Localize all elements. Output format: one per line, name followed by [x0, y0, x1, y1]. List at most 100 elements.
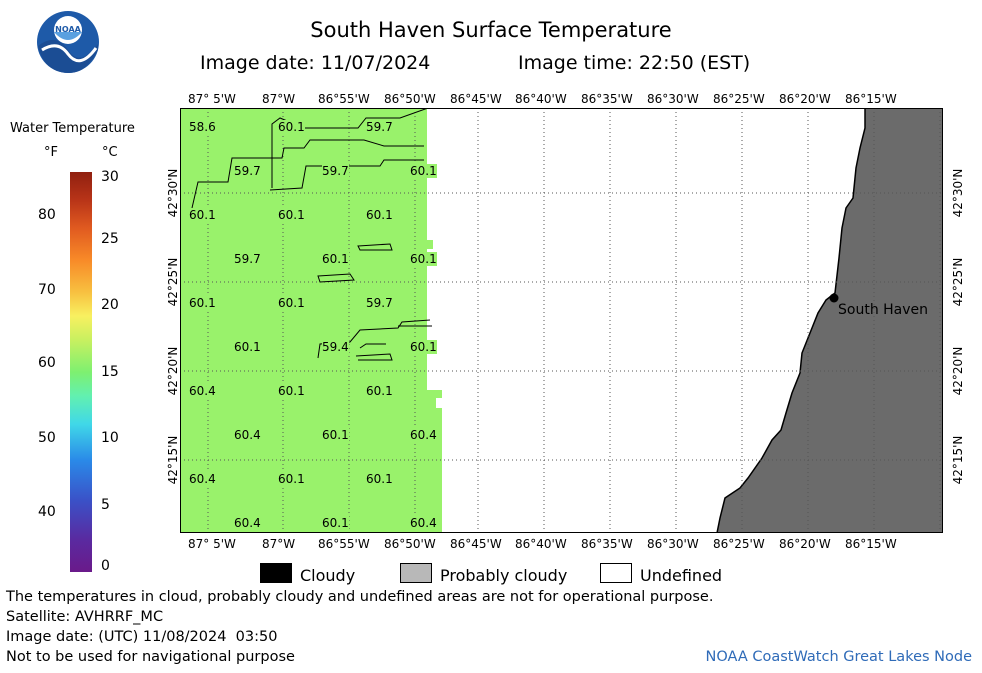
lat-label-left: 42°25'N: [166, 257, 180, 307]
temperature-label: 60.4: [410, 516, 437, 530]
lon-label-bottom: 86°30'W: [647, 537, 699, 551]
image-time: Image time: 22:50 (EST): [518, 52, 751, 74]
temperature-label: 60.1: [278, 296, 305, 310]
lat-label-left: 42°15'N: [166, 435, 180, 485]
lon-label-bottom: 87° 5'W: [188, 537, 236, 551]
f-tick: 70: [38, 282, 56, 298]
colorbar-title: Water Temperature: [10, 121, 135, 136]
map-frame: [180, 108, 943, 533]
temperature-label: 60.1: [410, 340, 437, 354]
noaa-logo-icon: NOAA: [37, 11, 99, 74]
lon-label-top: 86°30'W: [647, 92, 699, 106]
temperature-label: 60.1: [366, 384, 393, 398]
image-date: Image date: 11/07/2024: [200, 52, 431, 74]
lon-label-top: 86°45'W: [450, 92, 502, 106]
city-label: South Haven: [838, 302, 929, 318]
lon-label-top: 86°20'W: [779, 92, 831, 106]
lon-label-bottom: 86°55'W: [318, 537, 370, 551]
colorbar-unit-f: °F: [44, 145, 58, 160]
lat-label-right: 42°25'N: [951, 257, 965, 307]
isotherms: [191, 108, 432, 361]
f-tick: 60: [38, 355, 56, 371]
undefined-swatch: [600, 563, 632, 583]
noaa-logo: NOAA: [36, 10, 100, 74]
temperature-label: 59.7: [234, 252, 261, 266]
c-tick: 10: [101, 430, 119, 446]
city-marker-icon: [829, 293, 839, 303]
temperature-label: 60.4: [410, 428, 437, 442]
temperature-label: 60.1: [278, 120, 305, 134]
c-tick: 20: [101, 297, 119, 313]
temperature-label: 60.1: [234, 340, 261, 354]
graticule: [180, 108, 943, 533]
c-tick: 5: [101, 497, 110, 513]
lat-label-left: 42°30'N: [166, 168, 180, 218]
temperature-label: 60.4: [234, 428, 261, 442]
lon-label-top: 87° 5'W: [188, 92, 236, 106]
lon-label-bottom: 86°35'W: [581, 537, 633, 551]
f-tick: 40: [38, 504, 56, 520]
temperature-label: 60.1: [322, 516, 349, 530]
lon-label-top: 86°15'W: [845, 92, 897, 106]
temperature-label: 59.7: [366, 120, 393, 134]
lon-label-top: 86°50'W: [384, 92, 436, 106]
utc-date-note: Image date: (UTC) 11/08/2024 03:50: [6, 629, 278, 645]
logo-text: NOAA: [55, 25, 81, 34]
lon-label-bottom: 86°15'W: [845, 537, 897, 551]
lon-label-top: 87°W: [262, 92, 296, 106]
lon-label-bottom: 86°20'W: [779, 537, 831, 551]
lat-label-left: 42°20'N: [166, 346, 180, 396]
c-tick: 0: [101, 558, 110, 574]
cloudy-swatch: [260, 563, 292, 583]
satellite-note: Satellite: AVHRRF_MC: [6, 609, 164, 625]
lon-label-top: 86°55'W: [318, 92, 370, 106]
lon-label-bottom: 86°25'W: [713, 537, 765, 551]
c-tick: 25: [101, 231, 119, 247]
lon-label-bottom: 86°40'W: [515, 537, 567, 551]
temperature-label: 60.1: [366, 208, 393, 222]
probably-cloudy-swatch: [400, 563, 432, 583]
temperature-label: 60.1: [410, 164, 437, 178]
lat-label-right: 42°15'N: [951, 435, 965, 485]
temperature-label: 60.1: [189, 208, 216, 222]
c-tick: 30: [101, 169, 119, 185]
temperature-label: 60.1: [278, 384, 305, 398]
colorbar: [70, 172, 92, 572]
lon-label-top: 86°40'W: [515, 92, 567, 106]
temperature-label: 59.7: [366, 296, 393, 310]
f-tick: 80: [38, 207, 56, 223]
f-tick: 50: [38, 430, 56, 446]
map-title: South Haven Surface Temperature: [310, 18, 672, 42]
lon-label-top: 86°25'W: [713, 92, 765, 106]
temperature-label: 60.1: [189, 296, 216, 310]
temperature-label: 58.6: [189, 120, 216, 134]
credit-label: NOAA CoastWatch Great Lakes Node: [705, 649, 972, 665]
c-tick: 15: [101, 364, 119, 380]
lat-label-right: 42°30'N: [951, 168, 965, 218]
colorbar-unit-c: °C: [102, 145, 118, 160]
temperature-label: 59.7: [234, 164, 261, 178]
lon-label-top: 86°35'W: [581, 92, 633, 106]
temperature-label: 59.7: [322, 164, 349, 178]
temperature-label: 60.4: [189, 384, 216, 398]
temperature-label: 60.1: [410, 252, 437, 266]
temperature-label: 60.1: [278, 208, 305, 222]
lon-label-bottom: 87°W: [262, 537, 296, 551]
temperature-label: 60.4: [189, 472, 216, 486]
temperature-label: 60.1: [322, 252, 349, 266]
temperature-label: 60.1: [278, 472, 305, 486]
temperature-label: 60.4: [234, 516, 261, 530]
land-region: [716, 108, 943, 533]
temperature-label: 60.1: [322, 428, 349, 442]
lon-label-bottom: 86°45'W: [450, 537, 502, 551]
temperature-label: 60.1: [366, 472, 393, 486]
temperature-label: 59.4: [322, 340, 349, 354]
lat-label-right: 42°20'N: [951, 346, 965, 396]
temperature-map: [180, 108, 943, 533]
disclaimer-note: The temperatures in cloud, probably clou…: [6, 589, 714, 605]
cloudy-label: Cloudy: [300, 566, 356, 585]
lon-label-bottom: 86°50'W: [384, 537, 436, 551]
probably-cloudy-label: Probably cloudy: [440, 566, 568, 585]
navigation-note: Not to be used for navigational purpose: [6, 649, 295, 665]
undefined-label: Undefined: [640, 566, 723, 585]
